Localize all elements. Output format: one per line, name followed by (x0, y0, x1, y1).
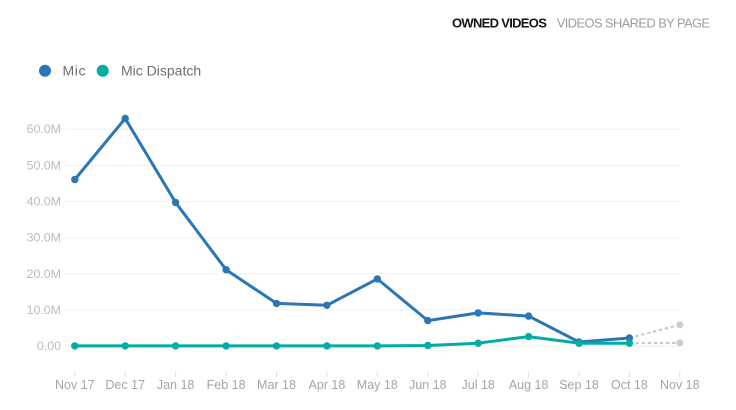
svg-text:Mar 18: Mar 18 (257, 378, 296, 392)
svg-text:Nov 18: Nov 18 (660, 378, 700, 392)
svg-text:Aug 18: Aug 18 (509, 378, 549, 392)
svg-text:50.0M: 50.0M (27, 158, 61, 172)
svg-text:Nov 17: Nov 17 (55, 378, 95, 392)
svg-text:VIDEOS SHARED BY PAGE: VIDEOS SHARED BY PAGE (557, 16, 711, 31)
svg-text:Dec 17: Dec 17 (105, 378, 145, 392)
svg-text:Jan 18: Jan 18 (157, 378, 195, 392)
svg-text:Mic Dispatch: Mic Dispatch (121, 63, 201, 79)
svg-text:20.0M: 20.0M (27, 267, 61, 281)
svg-text:Apr 18: Apr 18 (308, 378, 345, 392)
svg-text:30.0M: 30.0M (27, 231, 61, 245)
svg-text:0.00: 0.00 (37, 339, 61, 353)
svg-text:OWNED VIDEOS: OWNED VIDEOS (452, 16, 547, 31)
svg-text:Jun 18: Jun 18 (409, 378, 447, 392)
svg-text:60.0M: 60.0M (27, 122, 61, 136)
svg-text:Mic: Mic (63, 63, 87, 79)
svg-text:Feb 18: Feb 18 (207, 378, 246, 392)
svg-text:Sep 18: Sep 18 (559, 378, 599, 392)
svg-text:Oct 18: Oct 18 (611, 378, 648, 392)
svg-text:40.0M: 40.0M (27, 195, 61, 209)
svg-text:Jul 18: Jul 18 (462, 378, 495, 392)
svg-text:10.0M: 10.0M (27, 303, 61, 317)
svg-text:May 18: May 18 (357, 378, 398, 392)
